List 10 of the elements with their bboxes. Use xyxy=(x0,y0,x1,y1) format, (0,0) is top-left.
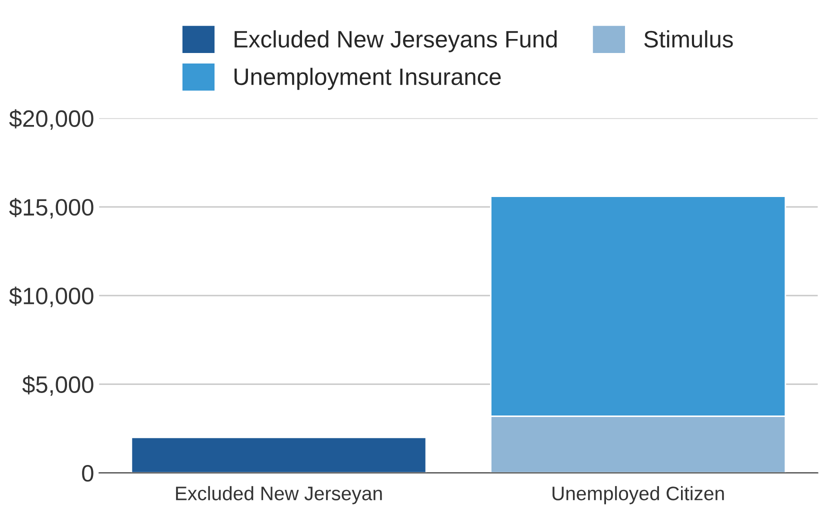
legend-label: Unemployment Insurance xyxy=(234,68,501,90)
legend-label: Excluded New Jerseyans Fund xyxy=(234,30,557,52)
y-tick-label: $10,000 xyxy=(9,286,94,308)
x-tick-label: Excluded New Jerseyan xyxy=(176,486,382,504)
y-tick-label: $5,000 xyxy=(22,375,94,396)
y-tick-label: $20,000 xyxy=(9,109,94,130)
y-tick-label: $15,000 xyxy=(9,198,94,218)
y-tick-label: 0 xyxy=(82,464,94,482)
x-tick-label: Unemployed Citizen xyxy=(552,486,724,504)
legend-label: Stimulus xyxy=(644,30,733,48)
